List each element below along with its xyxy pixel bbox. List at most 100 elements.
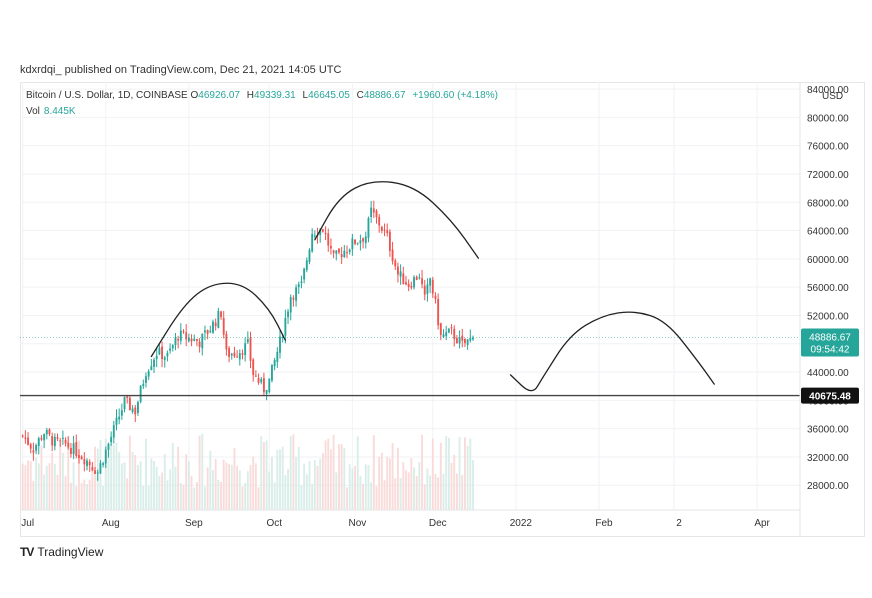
candle-body bbox=[169, 348, 172, 351]
volume-label: Vol bbox=[26, 106, 40, 117]
candle-body bbox=[362, 238, 365, 242]
volume-bar bbox=[308, 461, 311, 510]
volume-bar bbox=[177, 446, 180, 510]
candle-body bbox=[367, 218, 370, 238]
volume-bar bbox=[356, 436, 359, 510]
volume-bar bbox=[380, 452, 383, 510]
x-tick-label: Apr bbox=[754, 518, 770, 529]
projection-dip bbox=[509, 374, 544, 392]
candle-body bbox=[40, 437, 43, 440]
volume-bar bbox=[32, 480, 35, 510]
trend-drawings bbox=[150, 181, 715, 392]
candle-body bbox=[37, 438, 40, 447]
candle-body bbox=[287, 311, 289, 318]
y-tick-label: 80000.00 bbox=[807, 113, 849, 124]
last-price-label: 48886.67 bbox=[809, 332, 851, 343]
candle-body bbox=[228, 348, 231, 357]
candle-body bbox=[179, 330, 182, 341]
y-tick-label: 36000.00 bbox=[807, 425, 849, 436]
candle-body bbox=[126, 396, 129, 398]
candle-body bbox=[35, 445, 38, 451]
candle-body bbox=[134, 407, 137, 415]
volume-bar bbox=[150, 458, 153, 510]
volume-bar bbox=[126, 478, 129, 510]
volume-bar bbox=[56, 474, 59, 510]
candle-body bbox=[238, 353, 241, 360]
candle-body bbox=[405, 282, 407, 285]
grid bbox=[20, 82, 800, 510]
candle-body bbox=[75, 442, 78, 457]
candle-body bbox=[59, 440, 62, 442]
volume-bar bbox=[311, 483, 314, 510]
candle-body bbox=[51, 436, 54, 446]
volume-bar bbox=[153, 460, 155, 510]
volume-bar bbox=[217, 479, 220, 510]
candle-body bbox=[161, 346, 163, 360]
volume-bar bbox=[163, 454, 166, 510]
volume-bar bbox=[209, 450, 212, 510]
volume-bar bbox=[241, 486, 244, 510]
volume-bar bbox=[21, 463, 24, 510]
candle-body bbox=[281, 336, 284, 339]
candle-body bbox=[397, 266, 399, 275]
volume-bar bbox=[118, 452, 121, 510]
candle-body bbox=[279, 336, 281, 353]
volume-bar bbox=[86, 484, 88, 510]
candle-body bbox=[375, 210, 378, 218]
candle-body bbox=[56, 437, 59, 439]
volume-bar bbox=[225, 462, 228, 510]
volume-bar bbox=[399, 477, 402, 510]
candle-body bbox=[346, 252, 348, 254]
tradingview-logo-icon: TV bbox=[20, 545, 34, 559]
tradingview-brand[interactable]: TV TradingView bbox=[20, 545, 103, 559]
candle-body bbox=[193, 338, 196, 341]
candle-body bbox=[300, 281, 303, 284]
candle-body bbox=[236, 356, 239, 358]
volume-bar bbox=[37, 463, 40, 510]
candle-body bbox=[319, 229, 322, 236]
candle-body bbox=[241, 353, 244, 355]
x-tick-label: Jul bbox=[21, 518, 34, 529]
volume-bar bbox=[80, 483, 83, 510]
candle-body bbox=[268, 378, 271, 393]
candle-body bbox=[447, 328, 450, 333]
volume-bar bbox=[158, 476, 161, 510]
volume-bar bbox=[442, 473, 445, 510]
volume-bar bbox=[447, 437, 450, 510]
volume-bar bbox=[145, 438, 147, 510]
volume-bar bbox=[305, 474, 308, 510]
volume-bar bbox=[134, 455, 137, 510]
volume-bar bbox=[415, 476, 418, 510]
volume-bar bbox=[429, 475, 432, 510]
x-tick-label: 2 bbox=[676, 518, 682, 529]
candle-body bbox=[163, 357, 166, 360]
volume-bar bbox=[276, 450, 279, 510]
volume-bar bbox=[220, 481, 222, 510]
volume-bars bbox=[21, 433, 474, 510]
candle-body bbox=[206, 329, 209, 334]
volume-bar bbox=[75, 486, 78, 510]
candle-body bbox=[418, 277, 421, 279]
volume-bar bbox=[45, 465, 48, 510]
volume-bar bbox=[204, 486, 206, 510]
volume-bar bbox=[195, 482, 198, 510]
candle-body bbox=[61, 437, 64, 439]
candle-body bbox=[72, 443, 75, 455]
candle-body bbox=[32, 450, 35, 453]
candle-body bbox=[222, 317, 225, 335]
candle-body bbox=[29, 444, 32, 449]
volume-bar bbox=[83, 479, 86, 510]
candle-body bbox=[214, 322, 217, 327]
volume-bar bbox=[35, 457, 38, 510]
candle-body bbox=[198, 341, 201, 347]
candle-body bbox=[45, 429, 48, 435]
volume-bar bbox=[24, 465, 27, 510]
volume-bar bbox=[375, 486, 378, 510]
arc-oct-nov bbox=[314, 181, 480, 259]
candle-body bbox=[472, 337, 474, 340]
candle-body bbox=[225, 333, 228, 350]
candle-body bbox=[265, 389, 268, 394]
volume-bar bbox=[230, 464, 233, 510]
